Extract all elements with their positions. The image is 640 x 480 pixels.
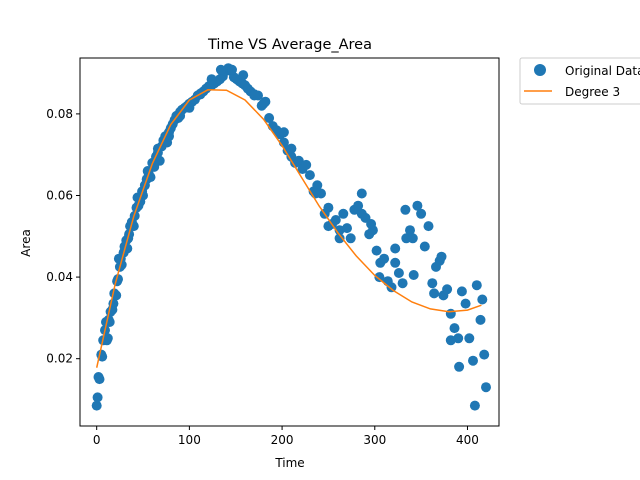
x-tick-label: 400 xyxy=(456,433,479,447)
data-point xyxy=(345,233,356,244)
data-point xyxy=(400,204,411,215)
x-tick-label: 200 xyxy=(271,433,294,447)
y-tick-label: 0.02 xyxy=(46,352,73,366)
chart-title: Time VS Average_Area xyxy=(207,37,372,53)
data-point xyxy=(92,392,103,403)
data-point xyxy=(304,170,315,181)
data-point xyxy=(379,253,390,264)
data-point xyxy=(227,64,237,75)
data-point xyxy=(91,400,102,411)
legend-label-degree-3: Degree 3 xyxy=(565,85,620,99)
data-point xyxy=(477,294,488,305)
legend-marker-original-data xyxy=(534,64,546,76)
data-point xyxy=(442,284,453,295)
data-point xyxy=(445,335,456,346)
plot-frame xyxy=(80,58,499,426)
plot-border xyxy=(79,57,500,427)
data-point xyxy=(475,314,486,325)
data-point xyxy=(286,143,297,154)
data-point xyxy=(323,221,334,232)
legend-label-original-data: Original Data xyxy=(565,64,640,78)
data-point xyxy=(412,200,423,211)
data-point xyxy=(423,221,434,232)
data-point xyxy=(353,200,364,211)
data-point xyxy=(249,90,260,101)
data-point xyxy=(366,219,377,229)
x-tick-label: 100 xyxy=(178,433,201,447)
data-point xyxy=(445,308,456,319)
y-tick-label: 0.06 xyxy=(46,188,73,202)
data-point xyxy=(456,286,467,297)
data-point xyxy=(393,268,404,278)
data-point xyxy=(454,361,465,372)
data-point xyxy=(371,245,382,256)
data-point xyxy=(356,188,367,199)
x-axis-label: Time xyxy=(274,456,304,470)
data-point xyxy=(258,98,269,109)
data-point xyxy=(419,241,430,252)
data-point xyxy=(175,110,186,121)
degree-3-fit-line xyxy=(95,89,482,368)
data-point xyxy=(449,323,460,334)
data-point xyxy=(386,282,397,293)
data-point xyxy=(471,280,482,291)
data-point xyxy=(94,374,105,385)
data-point xyxy=(407,233,418,244)
data-point xyxy=(479,349,490,360)
data-point xyxy=(342,223,352,234)
x-tick-label: 0 xyxy=(93,433,101,447)
data-point xyxy=(334,233,345,244)
data-point xyxy=(278,127,289,138)
data-point xyxy=(436,251,447,262)
legend-box xyxy=(519,57,640,105)
x-tick-label: 300 xyxy=(363,433,386,447)
y-tick-label: 0.04 xyxy=(46,270,73,284)
fit-line xyxy=(95,89,482,368)
y-axis-label: Area xyxy=(19,229,33,257)
data-point xyxy=(405,225,415,236)
data-point xyxy=(390,243,401,254)
data-point xyxy=(427,278,438,289)
data-point xyxy=(408,270,419,280)
data-point xyxy=(312,180,323,191)
data-point xyxy=(154,155,165,166)
data-point xyxy=(293,155,304,166)
data-point xyxy=(323,202,334,213)
y-axis: 0.02 0.04 0.06 0.08 xyxy=(46,107,80,366)
data-point xyxy=(416,208,427,219)
data-point xyxy=(101,335,112,346)
y-tick-label: 0.08 xyxy=(46,107,73,121)
data-point xyxy=(206,74,217,85)
data-point xyxy=(460,298,471,309)
data-point xyxy=(468,355,478,366)
data-point xyxy=(374,272,385,283)
data-point xyxy=(301,159,312,170)
data-point xyxy=(464,333,475,344)
data-point xyxy=(338,208,349,219)
data-point xyxy=(215,64,226,75)
data-point xyxy=(330,215,341,225)
legend: Original Data Degree 3 xyxy=(519,57,640,105)
x-axis: 0 100 200 300 400 xyxy=(93,426,479,447)
data-point xyxy=(469,400,480,411)
plot-area xyxy=(79,57,500,427)
data-point xyxy=(429,288,440,299)
data-point xyxy=(397,278,408,289)
data-point xyxy=(481,382,491,393)
data-point xyxy=(238,70,249,81)
data-point xyxy=(390,257,401,268)
data-point xyxy=(264,113,275,123)
data-point xyxy=(184,102,195,113)
